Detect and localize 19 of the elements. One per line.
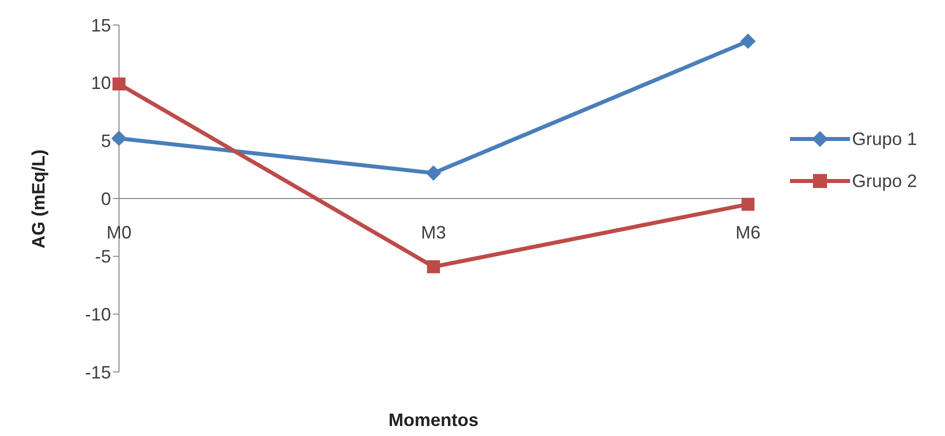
y-tick-label: 10	[90, 73, 111, 94]
point	[112, 77, 126, 90]
legend-label: Grupo 1	[852, 128, 918, 150]
legend-label: Grupo 2	[852, 170, 918, 192]
y-tick-label: -15	[84, 362, 111, 382]
point	[740, 34, 756, 49]
point	[426, 166, 441, 181]
y-tick-label: 0	[100, 188, 111, 209]
x-tick-label: M6	[735, 222, 761, 242]
point	[112, 130, 126, 146]
x-axis-title: Momentos	[388, 410, 478, 430]
y-tick-label: 5	[100, 131, 111, 152]
y-tick-label: -10	[84, 304, 111, 325]
y-tick-label: -5	[94, 246, 111, 267]
y-axis-title: AG (mEq/L)	[28, 150, 48, 248]
y-tick-label: 15	[90, 15, 111, 36]
point	[742, 198, 754, 211]
x-tick-label: M3	[420, 222, 446, 242]
point	[427, 260, 440, 274]
